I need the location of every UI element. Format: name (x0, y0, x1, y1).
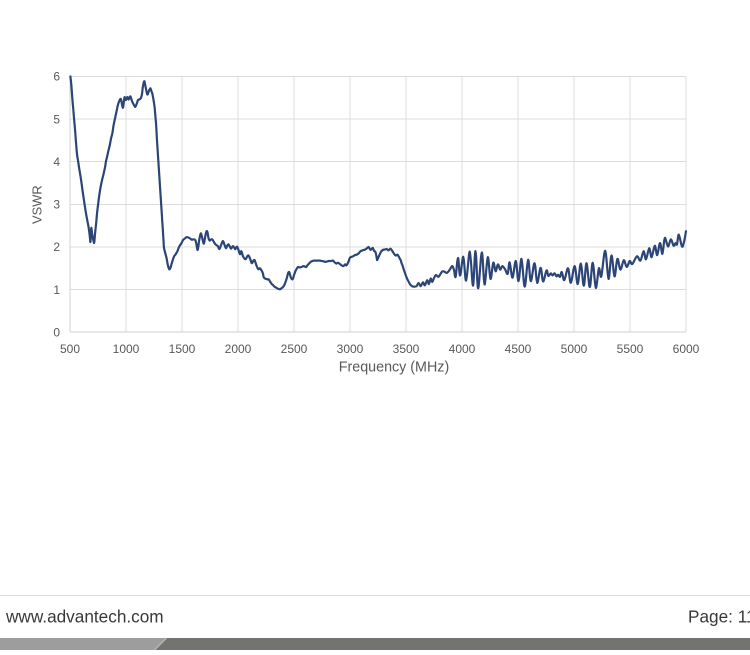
svg-text:5500: 5500 (617, 342, 644, 356)
svg-text:4500: 4500 (505, 342, 532, 356)
svg-text:VSWR: VSWR (30, 185, 45, 224)
svg-text:1500: 1500 (169, 342, 196, 356)
svg-text:500: 500 (60, 342, 80, 356)
svg-text:2000: 2000 (225, 342, 252, 356)
svg-text:1: 1 (53, 283, 60, 297)
svg-text:6000: 6000 (673, 342, 700, 356)
svg-text:3: 3 (53, 198, 60, 212)
svg-text:www.advantech.com: www.advantech.com (5, 607, 164, 627)
svg-text:4: 4 (53, 155, 60, 169)
svg-text:6: 6 (53, 70, 60, 84)
svg-text:Page: 11: Page: 11 (688, 607, 750, 627)
svg-text:2: 2 (53, 240, 60, 254)
svg-text:3000: 3000 (337, 342, 364, 356)
svg-text:2500: 2500 (281, 342, 308, 356)
svg-text:3500: 3500 (393, 342, 420, 356)
svg-text:0: 0 (53, 325, 60, 339)
svg-text:5000: 5000 (561, 342, 588, 356)
svg-text:1000: 1000 (113, 342, 140, 356)
svg-text:5: 5 (53, 112, 60, 126)
svg-text:Frequency (MHz): Frequency (MHz) (339, 360, 449, 376)
svg-text:4000: 4000 (449, 342, 476, 356)
